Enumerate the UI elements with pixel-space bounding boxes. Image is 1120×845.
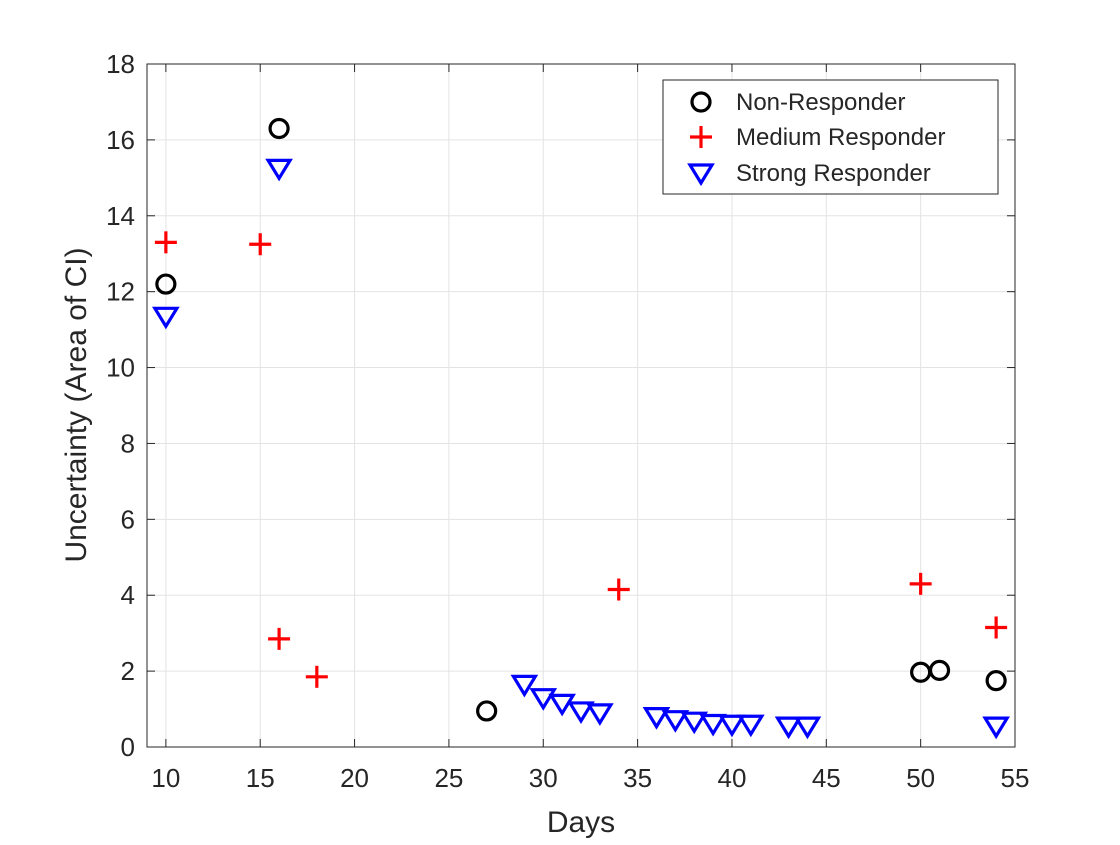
y-tick-label: 18 — [106, 49, 135, 79]
y-tick-label: 14 — [106, 201, 135, 231]
data-point — [928, 659, 951, 681]
data-point — [982, 716, 1010, 740]
legend-label-non-responder: Non-Responder — [736, 89, 905, 116]
y-tick-label: 8 — [121, 428, 135, 458]
y-tick-label: 12 — [106, 277, 135, 307]
x-tick-label: 55 — [1001, 763, 1030, 793]
legend-label-medium-responder: Medium Responder — [736, 124, 945, 151]
data-point — [985, 616, 1008, 639]
data-point — [736, 714, 765, 738]
legend-label-strong-responder: Strong Responder — [736, 160, 931, 187]
x-tick-label: 15 — [246, 763, 275, 793]
data-point — [642, 707, 671, 730]
legend-swatch — [687, 163, 715, 187]
data-point — [661, 710, 690, 733]
data-point — [699, 713, 727, 737]
data-markers — [152, 117, 1010, 740]
legend-marker-medium-responder-icon — [690, 126, 712, 148]
x-tick-label: 30 — [529, 763, 558, 793]
data-point — [793, 716, 822, 740]
data-point — [476, 700, 498, 722]
x-tick-label: 40 — [717, 763, 746, 793]
data-point — [155, 273, 177, 295]
legend-box — [662, 79, 999, 195]
data-point — [268, 117, 290, 140]
x-tick-label: 25 — [434, 763, 463, 793]
y-axis-label: Uncertainty (Area of CI) — [60, 247, 93, 562]
data-point — [909, 572, 932, 595]
data-point — [265, 158, 293, 182]
x-axis-label: Days — [547, 806, 615, 839]
data-point — [567, 701, 595, 725]
data-point — [607, 578, 630, 601]
data-point — [774, 716, 803, 740]
data-point — [680, 711, 709, 735]
data-point — [152, 306, 180, 330]
y-tick-label: 10 — [106, 353, 135, 383]
data-point — [249, 233, 272, 256]
x-tick-label: 20 — [340, 763, 369, 793]
y-tick-label: 6 — [121, 504, 135, 534]
legend-marker-strong-responder-icon — [687, 163, 715, 187]
legend: Non-Responder Medium Responder Strong Re… — [662, 79, 999, 195]
data-point — [985, 669, 1007, 692]
x-tick-label: 35 — [623, 763, 652, 793]
data-point — [718, 714, 746, 738]
legend-swatch — [690, 126, 712, 148]
axis-ticks: 10 15 20 25 30 35 40 45 50 55 0 2 4 6 8 10 12 14 16 18 — [106, 49, 1029, 793]
data-point — [548, 693, 576, 717]
data-point — [305, 665, 328, 688]
x-tick-label: 50 — [906, 763, 935, 793]
legend-swatch — [690, 91, 712, 113]
data-point — [586, 703, 614, 726]
y-tick-label: 2 — [121, 656, 135, 686]
plot-frame — [146, 63, 1016, 748]
data-point — [268, 627, 291, 650]
y-tick-label: 0 — [121, 732, 135, 762]
x-tick-label: 45 — [812, 763, 841, 793]
x-tick-label: 10 — [151, 763, 180, 793]
data-point — [529, 688, 558, 711]
y-tick-label: 4 — [121, 580, 135, 610]
data-point — [510, 674, 539, 698]
legend-marker-non-responder-icon — [690, 91, 712, 113]
y-tick-label: 16 — [106, 125, 135, 155]
data-point — [154, 231, 177, 254]
